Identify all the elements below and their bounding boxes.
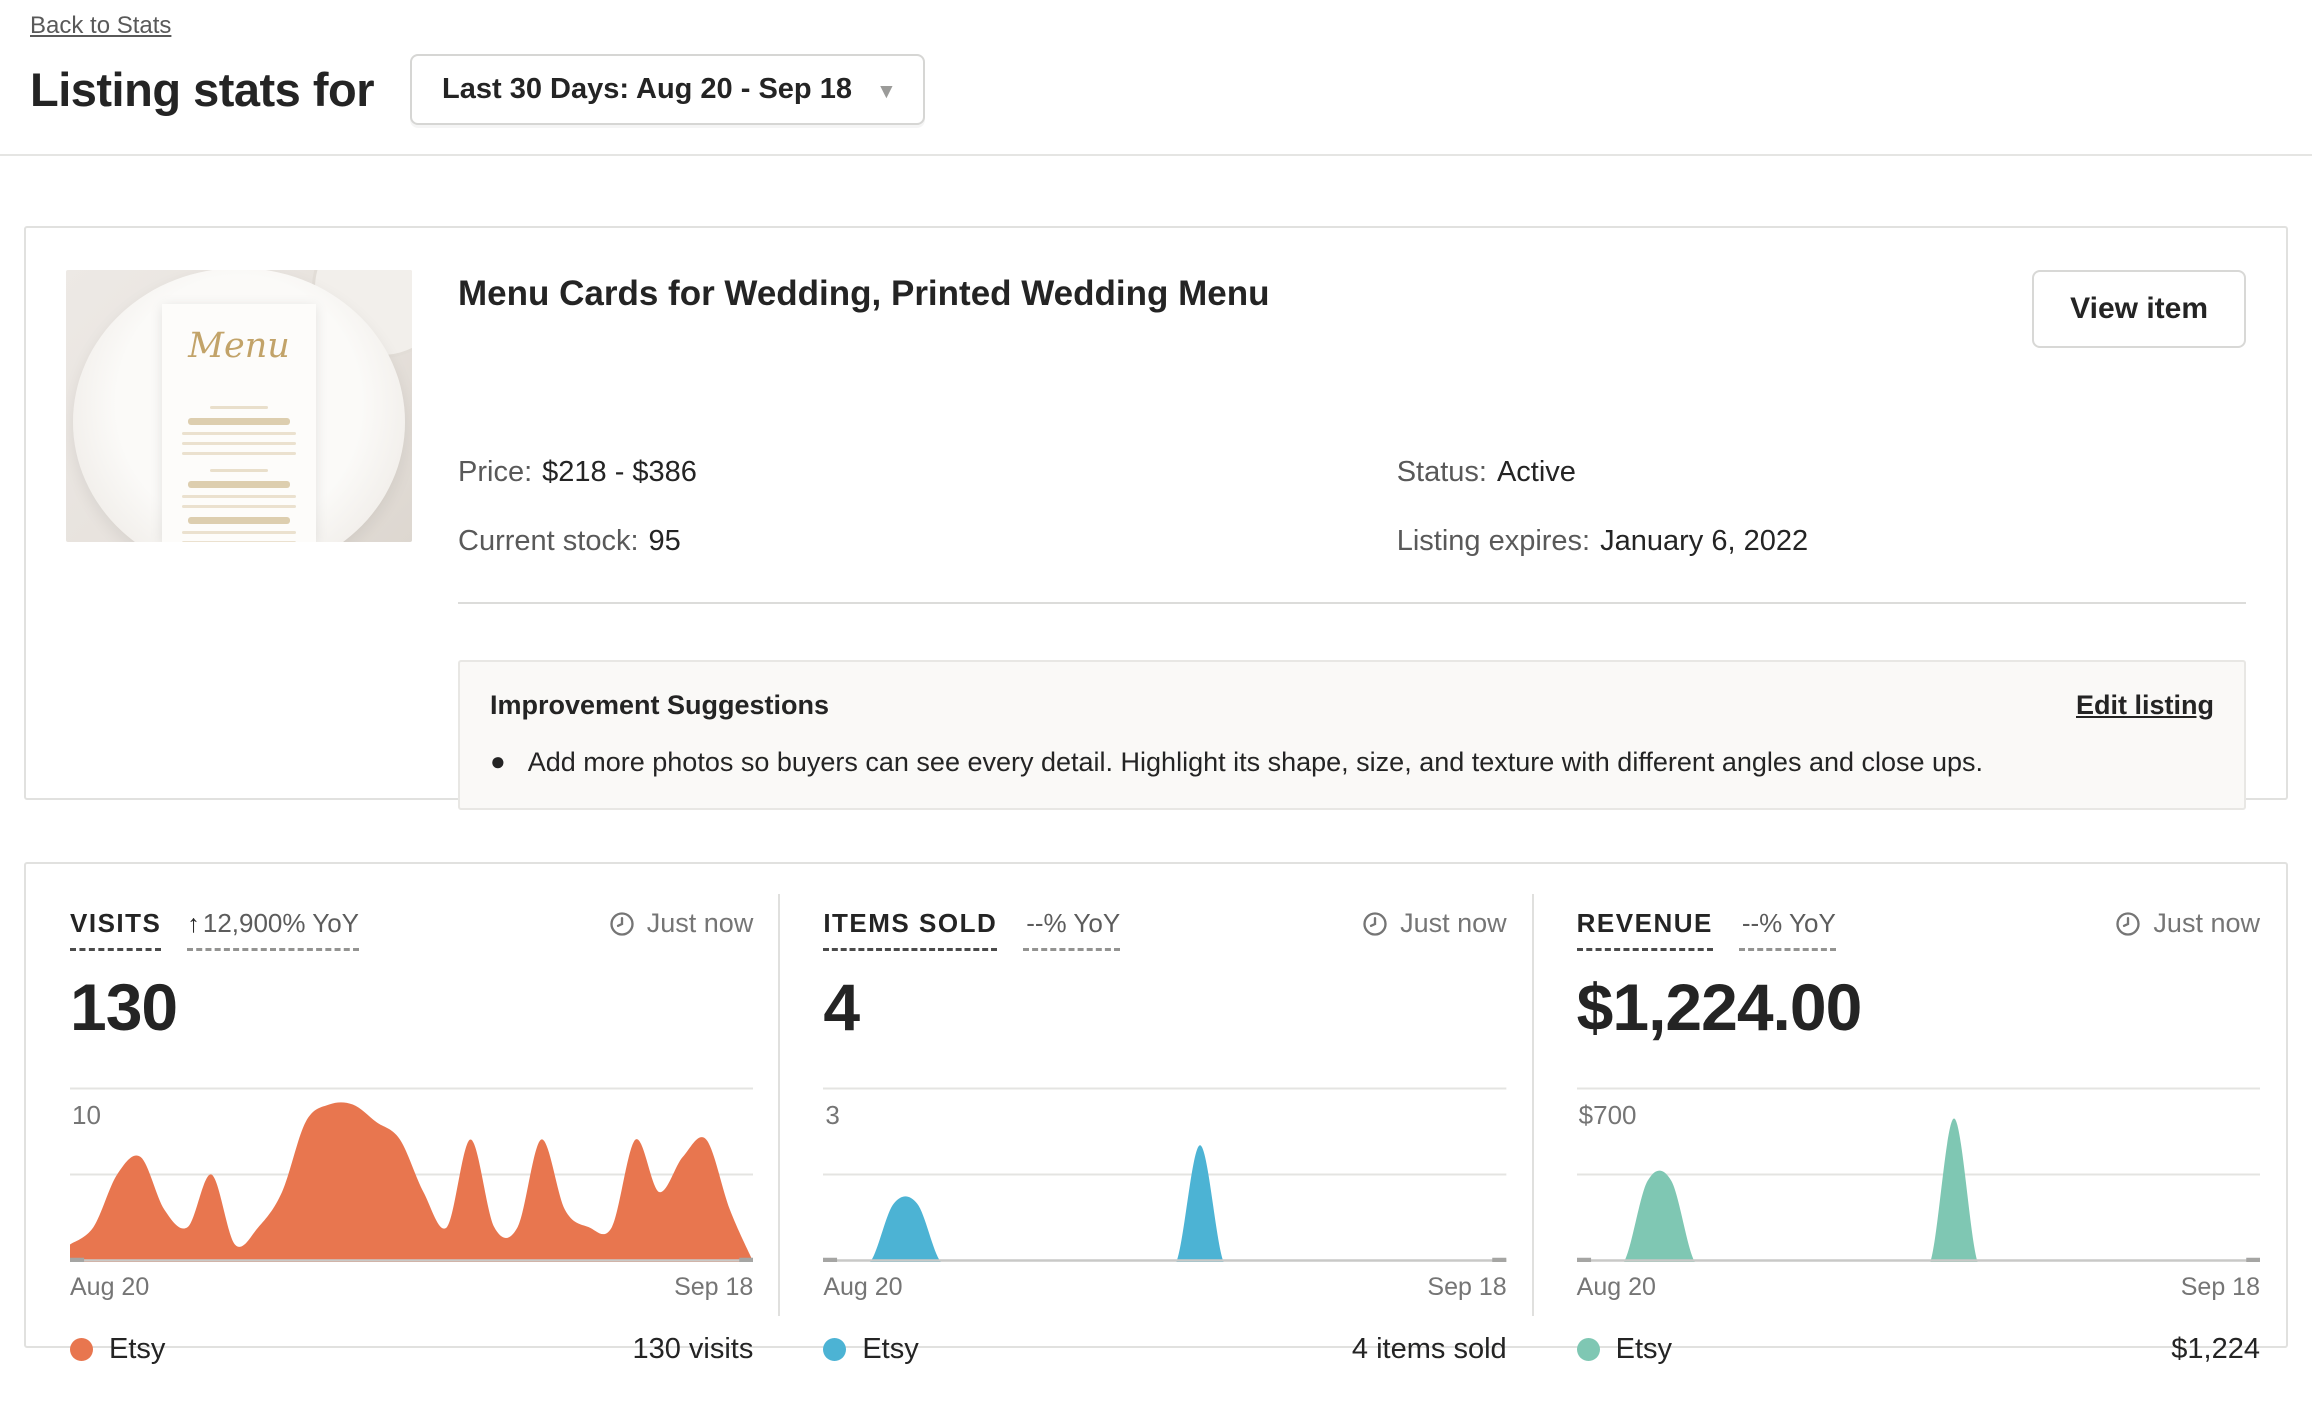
suggestion-text: Add more photos so buyers can see every … <box>527 747 1984 777</box>
updated-text: Just now <box>2153 908 2260 938</box>
updated-text: Just now <box>1400 908 1507 938</box>
stat-panel-visits: VISITS ↑ 12,900% YoY Just now 130 10 Aug… <box>26 864 779 1365</box>
revenue-yoy-badge[interactable]: --% YoY <box>1738 908 1836 951</box>
legend-dot <box>823 1338 847 1361</box>
revenue-legend: Etsy $1,224 <box>1576 1333 2260 1366</box>
date-range-dropdown[interactable]: Last 30 Days: Aug 20 - Sep 18 ▼ <box>410 54 925 125</box>
visits-value: 130 <box>70 970 178 1044</box>
y-axis-max-label: $700 <box>1578 1100 1637 1130</box>
expires-label: Listing expires: <box>1396 525 1591 557</box>
x-axis-end-label: Sep 18 <box>1427 1273 1507 1301</box>
visits-yoy-text: 12,900% YoY <box>202 908 360 938</box>
listing-title: Menu Cards for Wedding, Printed Wedding … <box>458 274 1270 313</box>
stat-panel-revenue: REVENUE --% YoY Just now $1,224.00 $700 … <box>1531 864 2286 1365</box>
listing-details: Price: $218 - $386 Status: Active Current … <box>458 456 2246 558</box>
items-sold-yoy-text: --% YoY <box>1026 908 1121 938</box>
legend-label: Etsy <box>109 1333 166 1365</box>
items-sold-area-chart: 3 <box>823 1087 1507 1262</box>
items-sold-legend: Etsy 4 items sold <box>823 1333 1507 1366</box>
x-axis-labels: Aug 20 Sep 18 <box>1577 1273 2260 1302</box>
clock-icon <box>610 911 634 936</box>
date-range-label: Last 30 Days: Aug 20 - Sep 18 <box>442 73 852 105</box>
updated-text: Just now <box>646 908 754 938</box>
title-row: Listing stats for Last 30 Days: Aug 20 -… <box>30 54 2312 125</box>
visits-last-updated: Just now <box>608 908 754 939</box>
stat-panel-items-sold: ITEMS SOLD --% YoY Just now 4 3 Aug 20 S… <box>778 864 1532 1365</box>
edit-listing-link[interactable]: Edit listing <box>2076 690 2214 720</box>
status-row: Status: Active <box>1397 456 2246 489</box>
revenue-yoy-text: --% YoY <box>1741 908 1836 938</box>
revenue-last-updated: Just now <box>2114 908 2260 939</box>
x-axis-start-label: Aug 20 <box>1576 1273 1656 1301</box>
legend-label: Etsy <box>862 1333 919 1365</box>
listing-body: Menu Cards for Wedding, Printed Wedding … <box>458 270 2246 810</box>
x-axis-start-label: Aug 20 <box>823 1273 903 1301</box>
y-axis-max-label: 10 <box>72 1100 101 1130</box>
status-value: Active <box>1496 456 1576 488</box>
revenue-metric-label[interactable]: REVENUE <box>1576 908 1713 951</box>
bullet-icon: ● <box>490 746 506 776</box>
clock-icon <box>1363 911 1387 936</box>
legend-label: Etsy <box>1615 1333 1673 1365</box>
menu-card-photo: Menu <box>162 304 316 542</box>
x-axis-end-label: Sep 18 <box>2180 1273 2260 1301</box>
stock-row: Current stock: 95 <box>458 525 1397 558</box>
revenue-value: $1,224.00 <box>1576 970 1863 1044</box>
items-sold-last-updated: Just now <box>1361 908 1507 939</box>
improvement-suggestions-box: Improvement Suggestions Edit listing ● A… <box>458 660 2246 810</box>
price-label: Price: <box>458 456 533 488</box>
price-value: $218 - $386 <box>542 456 697 488</box>
listing-summary-card: Menu Menu Cards for Wedding, Printed Wed… <box>24 226 2288 810</box>
stats-card: VISITS ↑ 12,900% YoY Just now 130 10 Aug… <box>24 862 2288 1365</box>
revenue-total: $1,224 <box>2171 1333 2260 1365</box>
legend-dot <box>1576 1338 1600 1361</box>
visits-yoy-badge[interactable]: ↑ 12,900% YoY <box>187 908 360 951</box>
status-label: Status: <box>1396 456 1487 488</box>
menu-script-text: Menu <box>188 326 290 366</box>
view-item-button[interactable]: View item <box>2032 270 2246 348</box>
y-axis-max-label: 3 <box>825 1100 840 1130</box>
x-axis-start-label: Aug 20 <box>70 1273 150 1301</box>
back-to-stats-link[interactable]: Back to Stats <box>30 12 172 39</box>
price-row: Price: $218 - $386 <box>458 456 1397 489</box>
page-title: Listing stats for <box>30 63 375 116</box>
visits-legend: Etsy 130 visits <box>70 1333 753 1366</box>
items-sold-value: 4 <box>823 970 860 1044</box>
menu-card-lines <box>182 392 296 542</box>
items-sold-yoy-badge[interactable]: --% YoY <box>1023 908 1121 951</box>
visits-area-chart: 10 <box>70 1087 754 1262</box>
listing-thumbnail[interactable]: Menu <box>66 270 412 542</box>
expires-row: Listing expires: January 6, 2022 <box>1397 525 2246 558</box>
items-sold-total: 4 items sold <box>1351 1333 1507 1365</box>
visits-total: 130 visits <box>632 1333 754 1365</box>
visits-metric-label[interactable]: VISITS <box>70 908 162 951</box>
up-arrow-icon: ↑ <box>187 910 200 938</box>
x-axis-labels: Aug 20 Sep 18 <box>823 1273 1506 1302</box>
suggestions-title: Improvement Suggestions <box>490 690 830 720</box>
legend-dot <box>70 1338 93 1361</box>
chevron-down-icon: ▼ <box>875 80 897 103</box>
stock-label: Current stock: <box>458 525 639 557</box>
expires-value: January 6, 2022 <box>1600 525 1809 557</box>
x-axis-end-label: Sep 18 <box>674 1273 754 1301</box>
items-sold-metric-label[interactable]: ITEMS SOLD <box>823 908 998 951</box>
revenue-area-chart: $700 <box>1576 1087 2260 1262</box>
suggestion-item: ● Add more photos so buyers can see ever… <box>490 747 2214 778</box>
clock-icon <box>2116 911 2141 936</box>
x-axis-labels: Aug 20 Sep 18 <box>70 1273 753 1302</box>
stock-value: 95 <box>648 525 681 557</box>
page-header: Back to Stats Listing stats for Last 30 … <box>0 0 2312 156</box>
details-divider <box>458 602 2246 604</box>
